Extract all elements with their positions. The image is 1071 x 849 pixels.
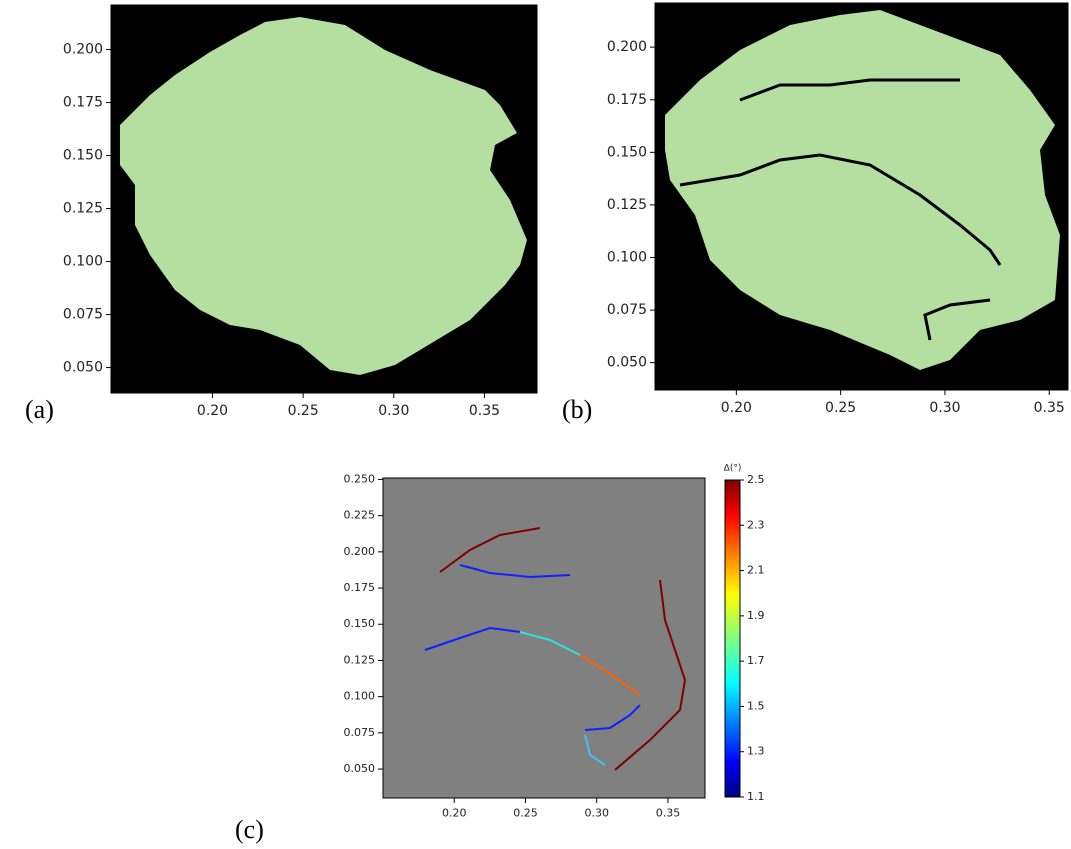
y-tick-label: 0.125 (344, 653, 376, 666)
edge (424, 626, 521, 651)
colorbar-tick-label: 1.3 (747, 745, 765, 758)
y-tick-label: 0.075 (344, 726, 376, 739)
y-tick-label: 0.175 (344, 581, 376, 594)
axes-frame (654, 2, 1069, 391)
panel-label: (c) (235, 815, 264, 844)
panel-label: (b) (562, 395, 592, 424)
x-tick-label: 0.30 (584, 807, 609, 820)
panel-label: (a) (25, 395, 54, 424)
x-tick-label: 0.25 (288, 403, 319, 419)
region (665, 10, 1060, 370)
edge (614, 579, 687, 771)
edge (459, 564, 571, 579)
edge (439, 527, 541, 573)
x-tick-label: 0.35 (469, 403, 500, 419)
x-tick-label: 0.25 (825, 400, 856, 416)
y-tick-label: 0.150 (344, 617, 376, 630)
y-tick-label: 0.125 (63, 201, 103, 217)
x-tick-label: 0.35 (1034, 400, 1065, 416)
x-tick-label: 0.35 (656, 807, 681, 820)
edge (519, 631, 581, 656)
y-tick-label: 0.200 (607, 39, 647, 55)
y-tick-label: 0.175 (63, 95, 103, 111)
colorbar-tick-label: 1.9 (747, 609, 765, 622)
axes-frame (382, 477, 706, 799)
x-tick-label: 0.20 (442, 807, 467, 820)
y-tick-label: 0.250 (344, 472, 376, 485)
colorbar-tick-label: 2.1 (747, 564, 765, 577)
axes-frame (110, 4, 538, 394)
x-tick-label: 0.25 (513, 807, 538, 820)
edge (584, 704, 641, 731)
y-tick-label: 0.075 (63, 307, 103, 323)
colorbar-tick-label: 1.7 (747, 654, 765, 667)
x-tick-label: 0.20 (197, 403, 228, 419)
x-tick-label: 0.20 (721, 400, 752, 416)
y-tick-label: 0.050 (344, 762, 376, 775)
colorbar-tick-label: 1.5 (747, 699, 765, 712)
boundary (739, 78, 960, 102)
y-tick-label: 0.050 (63, 360, 103, 376)
y-tick-label: 0.100 (344, 690, 376, 703)
colorbar-label: Δ(°) (724, 464, 742, 474)
y-tick-label: 0.075 (607, 302, 647, 318)
y-tick-label: 0.225 (344, 509, 376, 522)
y-tick-label: 0.100 (607, 249, 647, 265)
y-tick-label: 0.125 (607, 197, 647, 213)
edge (584, 734, 606, 766)
x-tick-label: 0.30 (929, 400, 960, 416)
colorbar-tick-label: 1.1 (747, 790, 765, 803)
y-tick-label: 0.150 (63, 148, 103, 164)
edge (579, 654, 641, 696)
y-tick-label: 0.200 (63, 42, 103, 58)
y-tick-label: 0.100 (63, 254, 103, 270)
boundary (923, 298, 991, 341)
y-tick-label: 0.175 (607, 92, 647, 108)
colorbar-tick-label: 2.3 (747, 518, 765, 531)
region (120, 17, 527, 375)
y-tick-label: 0.200 (344, 545, 376, 558)
x-tick-label: 0.30 (378, 403, 409, 419)
y-tick-label: 0.150 (607, 144, 647, 160)
colorbar-frame (724, 479, 741, 798)
boundary (679, 153, 1002, 266)
colorbar-tick-label: 2.5 (747, 473, 765, 486)
colorbar (725, 480, 740, 797)
y-tick-label: 0.050 (607, 355, 647, 371)
